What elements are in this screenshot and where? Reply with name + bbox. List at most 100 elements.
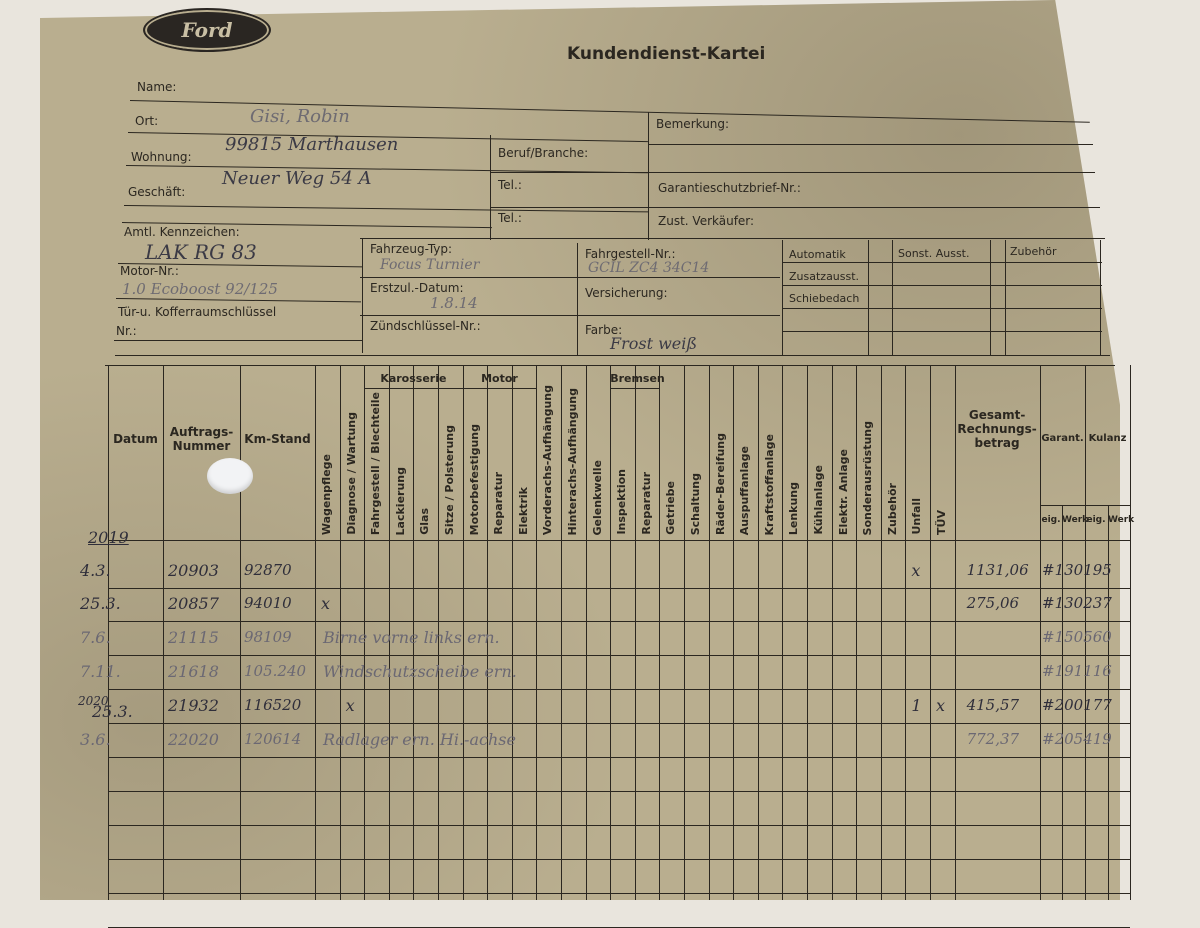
row-km: 105.240 xyxy=(244,662,307,680)
label-zuend: Zündschlüssel-Nr.: xyxy=(370,319,481,333)
header-werk1: Werk xyxy=(1062,515,1089,525)
row-km: 98109 xyxy=(244,628,292,646)
column-header: Elektr. Anlage xyxy=(836,448,850,535)
header-garant: Garant. xyxy=(1041,433,1084,444)
column-header: Kühlanlage xyxy=(812,465,825,535)
column-header: Motorbefestigung xyxy=(467,423,481,535)
header-eig2: eig. xyxy=(1086,515,1106,525)
row-line xyxy=(108,893,1130,894)
label-erstzul: Erstzul.-Datum: xyxy=(370,281,464,295)
column-divider xyxy=(364,365,366,900)
form-title: Kundendienst-Kartei xyxy=(567,44,766,64)
column-divider xyxy=(536,365,538,900)
row-check-mark: 1 xyxy=(911,696,922,715)
column-header: Gelenkwelle xyxy=(590,459,604,536)
row-line xyxy=(108,689,1130,690)
row-line xyxy=(108,621,1130,622)
row-datum: 25.3. xyxy=(80,594,121,613)
column-header: Glas xyxy=(418,508,432,535)
row-remark: Birne vorne links ern. xyxy=(323,628,500,647)
column-header: Hinterachs-Aufhängung xyxy=(566,387,579,535)
column-divider xyxy=(659,365,661,900)
row-line xyxy=(108,859,1130,860)
column-header: Sitze / Polsterung xyxy=(443,424,456,535)
row-auftrag: 21115 xyxy=(168,628,219,647)
group-header: Motor xyxy=(481,372,518,385)
label-schluessel: Tür-u. Kofferraumschlüssel xyxy=(118,305,277,319)
column-divider xyxy=(163,365,164,900)
column-divider xyxy=(930,365,931,900)
column-header: TÜV xyxy=(935,510,948,535)
row-check-mark: x xyxy=(936,696,946,715)
header-eig1: eig. xyxy=(1041,515,1061,525)
label-typ: Fahrzeug-Typ: xyxy=(370,242,453,256)
column-header: Zubehör xyxy=(885,483,899,535)
column-header: Elektrik xyxy=(516,487,530,535)
row-ref: #200177 xyxy=(1042,696,1112,714)
label-kennzeichen: Amtl. Kennzeichen: xyxy=(124,225,240,239)
column-divider xyxy=(108,365,109,900)
column-divider xyxy=(880,365,882,900)
row-km: 94010 xyxy=(244,594,292,612)
column-divider xyxy=(610,365,612,900)
column-divider xyxy=(1085,365,1086,900)
label-farbe: Farbe: xyxy=(585,323,623,337)
label-ort: Ort: xyxy=(135,114,159,128)
label-beruf: Beruf/Branche: xyxy=(498,146,589,160)
column-divider xyxy=(1108,505,1109,900)
row-check-mark: x xyxy=(911,561,921,580)
label-geschaeft: Geschäft: xyxy=(128,185,186,199)
label-zusatz: Zusatzausst. xyxy=(789,270,860,283)
label-fahrgestell: Fahrgestell-Nr.: xyxy=(585,247,676,261)
row-auftrag: 21932 xyxy=(168,696,219,715)
row-gesamt: 1131,06 xyxy=(966,561,1029,579)
column-divider xyxy=(487,365,489,900)
row-auftrag: 20857 xyxy=(168,594,219,613)
value-kennzeichen: LAK RG 83 xyxy=(145,240,257,264)
column-divider xyxy=(733,365,735,900)
column-divider xyxy=(561,365,562,900)
row-auftrag: 21618 xyxy=(168,662,219,681)
header-kulanz: Kulanz xyxy=(1088,433,1127,444)
row-km: 116520 xyxy=(244,696,302,714)
label-motor: Motor-Nr.: xyxy=(120,264,179,278)
label-name: Name: xyxy=(137,80,177,94)
column-divider xyxy=(339,365,341,900)
row-km: 92870 xyxy=(244,561,292,579)
value-wohnung: Neuer Weg 54 A xyxy=(222,168,372,189)
row-datum: 25.3. xyxy=(92,702,133,721)
column-divider xyxy=(1130,365,1131,900)
column-divider xyxy=(438,365,439,900)
row-datum: 7.11. xyxy=(80,662,121,681)
column-header: Auspuffanlage xyxy=(738,445,752,535)
column-header: Kraftstoffanlage xyxy=(762,433,776,535)
label-bemerkung: Bemerkung: xyxy=(656,117,730,131)
header-gesamt: Gesamt-Rechnungs-betrag xyxy=(957,408,1037,450)
column-divider xyxy=(856,365,858,900)
column-divider xyxy=(1040,365,1041,900)
value-typ: Focus Turnier xyxy=(380,257,480,273)
column-header: Reparatur xyxy=(492,472,506,535)
row-remark: Windschutzscheibe ern. xyxy=(323,662,517,681)
column-divider xyxy=(807,365,808,900)
column-header: Schaltung xyxy=(689,472,702,535)
row-datum: 7.6. xyxy=(80,628,111,647)
row-ref: #130237 xyxy=(1042,594,1112,612)
column-header: Reparatur xyxy=(639,472,653,535)
label-sonst-ausst: Sonst. Ausst. xyxy=(898,247,970,260)
column-divider xyxy=(388,365,390,900)
column-divider xyxy=(462,365,464,900)
row-gesamt: 772,37 xyxy=(966,730,1020,748)
row-remark: Radlager ern. Hi.-achse xyxy=(323,730,516,749)
column-divider xyxy=(315,365,316,900)
label-schiebedach: Schiebedach xyxy=(789,292,860,305)
subheader-line xyxy=(1040,505,1130,506)
label-schluessel-nr: Nr.: xyxy=(116,324,137,338)
row-ref: #205419 xyxy=(1042,730,1112,748)
row-gesamt: 275,06 xyxy=(966,594,1020,612)
label-wohnung: Wohnung: xyxy=(131,150,192,164)
header-auftrag: Auftrags-Nummer xyxy=(169,425,234,453)
value-fahrgestell: GCIL ZC4 34C14 xyxy=(588,260,710,276)
column-divider xyxy=(585,365,587,900)
table-top-line xyxy=(105,365,1115,366)
